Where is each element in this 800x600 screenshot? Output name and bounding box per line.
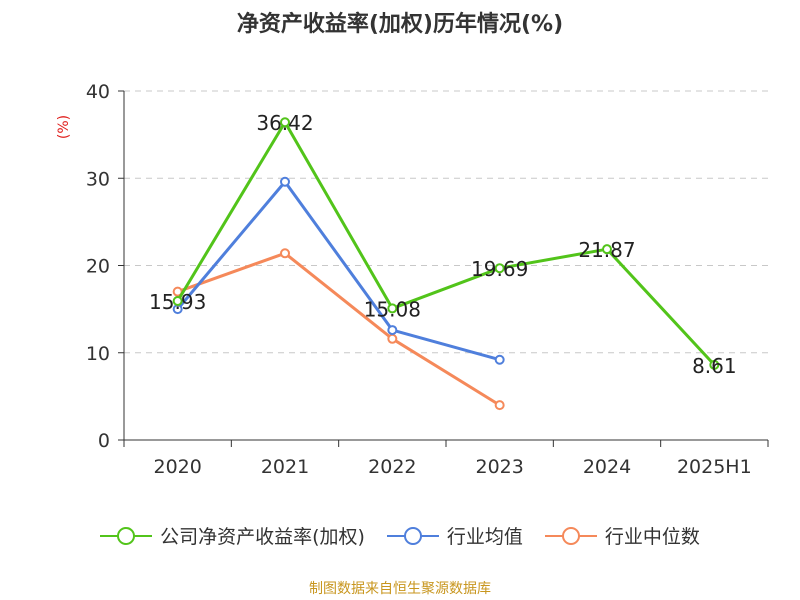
data-point bbox=[602, 244, 612, 255]
data-point bbox=[280, 117, 290, 128]
source-note: 制图数据来自恒生聚源数据库 bbox=[309, 581, 491, 597]
legend-label-company: 公司净资产收益率(加权) bbox=[160, 526, 365, 548]
series-line bbox=[177, 251, 501, 407]
data-label: 8.61 bbox=[692, 354, 737, 378]
legend-swatch-company bbox=[100, 526, 153, 545]
y-tick-label: 10 bbox=[86, 343, 110, 365]
legend-label-industry-median: 行业中位数 bbox=[604, 526, 700, 548]
legend-item-industry-mean[interactable]: 行业均值 bbox=[386, 522, 523, 549]
data-point bbox=[172, 296, 183, 307]
chart-title: 净资产收益率(加权)历年情况(%) bbox=[236, 12, 564, 37]
data-label: 15.08 bbox=[364, 297, 421, 321]
x-tick-label: 2023 bbox=[475, 456, 523, 478]
legend: 公司净资产收益率(加权) 行业均值 行业中位数 bbox=[0, 522, 800, 549]
y-axis-unit-label: (%) bbox=[56, 115, 72, 139]
series-line bbox=[176, 120, 716, 366]
data-label: 36.42 bbox=[256, 111, 313, 135]
data-label: 21.87 bbox=[578, 238, 635, 262]
data-point bbox=[387, 303, 398, 314]
legend-item-industry-median[interactable]: 行业中位数 bbox=[544, 522, 700, 549]
data-label: 19.69 bbox=[471, 257, 528, 281]
legend-swatch-industry-median bbox=[544, 526, 597, 545]
data-point bbox=[387, 325, 398, 336]
data-point bbox=[494, 263, 505, 274]
y-tick-label: 0 bbox=[98, 430, 110, 452]
y-tick-label: 20 bbox=[86, 256, 110, 278]
legend-item-company[interactable]: 公司净资产收益率(加权) bbox=[100, 522, 365, 549]
data-point bbox=[387, 333, 398, 344]
y-tick-label: 40 bbox=[86, 81, 110, 103]
x-tick-label: 2020 bbox=[153, 456, 201, 478]
data-label: 15.93 bbox=[149, 290, 206, 314]
data-point bbox=[494, 354, 505, 365]
series-line bbox=[176, 180, 501, 362]
data-point bbox=[709, 359, 720, 370]
x-tick-label: 2025H1 bbox=[677, 456, 752, 478]
data-point bbox=[280, 176, 290, 187]
data-point bbox=[494, 400, 505, 411]
x-tick-label: 2022 bbox=[368, 456, 416, 478]
x-tick-label: 2021 bbox=[261, 456, 309, 478]
x-tick-label: 2024 bbox=[583, 456, 631, 478]
y-tick-label: 30 bbox=[86, 168, 110, 190]
legend-swatch-industry-mean bbox=[386, 526, 439, 545]
data-point bbox=[280, 248, 290, 259]
legend-label-industry-mean: 行业均值 bbox=[446, 526, 523, 548]
